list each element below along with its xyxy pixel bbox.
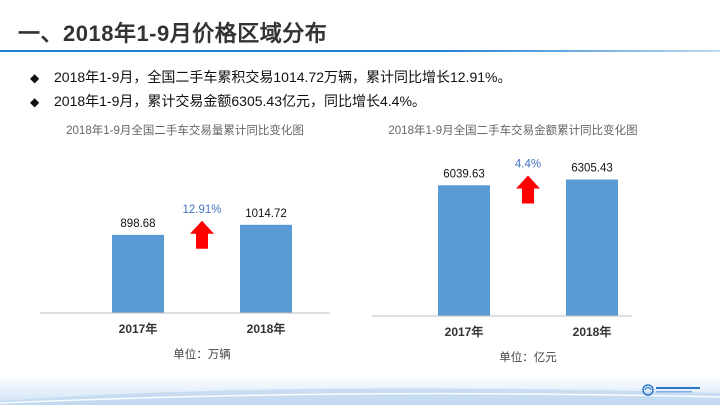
bar-2017年: [112, 234, 164, 313]
bar-2018年: [566, 179, 618, 316]
x-tick-label: 2018年: [247, 321, 286, 336]
data-label: 6305.43: [571, 163, 613, 175]
footer-swoosh: [0, 388, 720, 405]
bullet-item: ◆ 2018年1-9月，累计交易金额6305.43亿元，同比增长4.4%。: [30, 90, 511, 114]
volume-bar-chart: 2018年1-9月全国二手车交易量累计同比变化图 898.68 2017年 1014…: [40, 118, 330, 370]
page-title: 一、2018年1-9月价格区域分布: [18, 21, 328, 46]
growth-up-arrow-icon: [516, 175, 540, 204]
volume-chart-canvas: 898.68 2017年 1014.72 2018年 12.91% 单位：万辆: [40, 204, 330, 361]
growth-label: 4.4%: [515, 159, 541, 171]
diamond-bullet-icon: ◆: [30, 95, 40, 109]
diamond-bullet-icon: ◆: [30, 71, 40, 85]
organization-logo-icon: [642, 384, 700, 396]
x-tick-label: 2018年: [573, 324, 612, 339]
chart-title: 2018年1-9月全国二手车交易金额累计同比变化图: [388, 125, 638, 137]
data-label: 1014.72: [245, 208, 287, 220]
growth-up-arrow-icon: [190, 220, 214, 249]
bullet-text: 2018年1-9月，累计交易金额6305.43亿元，同比增长4.4%。: [54, 93, 426, 109]
chart-title: 2018年1-9月全国二手车交易量累计同比变化图: [66, 125, 304, 137]
x-tick-label: 2017年: [119, 321, 158, 336]
data-label: 6039.63: [443, 168, 485, 180]
x-tick-label: 2017年: [445, 324, 484, 339]
bar-2018年: [240, 224, 292, 313]
title-divider: [0, 50, 720, 52]
bar-2017年: [438, 185, 490, 316]
bullet-text: 2018年1-9月，全国二手车累积交易1014.72万辆，累计同比增长12.91…: [54, 69, 512, 85]
unit-note: 单位：万辆: [173, 347, 231, 361]
bullet-list: ◆ 2018年1-9月，全国二手车累积交易1014.72万辆，累计同比增长12.9…: [30, 66, 511, 114]
amount-bar-chart: 2018年1-9月全国二手车交易金额累计同比变化图 6039.63 2017年 63…: [368, 118, 658, 370]
amount-chart-canvas: 6039.63 2017年 6305.43 2018年 4.4% 单位：亿元: [372, 159, 632, 364]
bullet-item: ◆ 2018年1-9月，全国二手车累积交易1014.72万辆，累计同比增长12.9…: [30, 66, 511, 90]
data-label: 898.68: [120, 218, 155, 230]
unit-note: 单位：亿元: [499, 350, 557, 364]
growth-label: 12.91%: [182, 204, 221, 216]
